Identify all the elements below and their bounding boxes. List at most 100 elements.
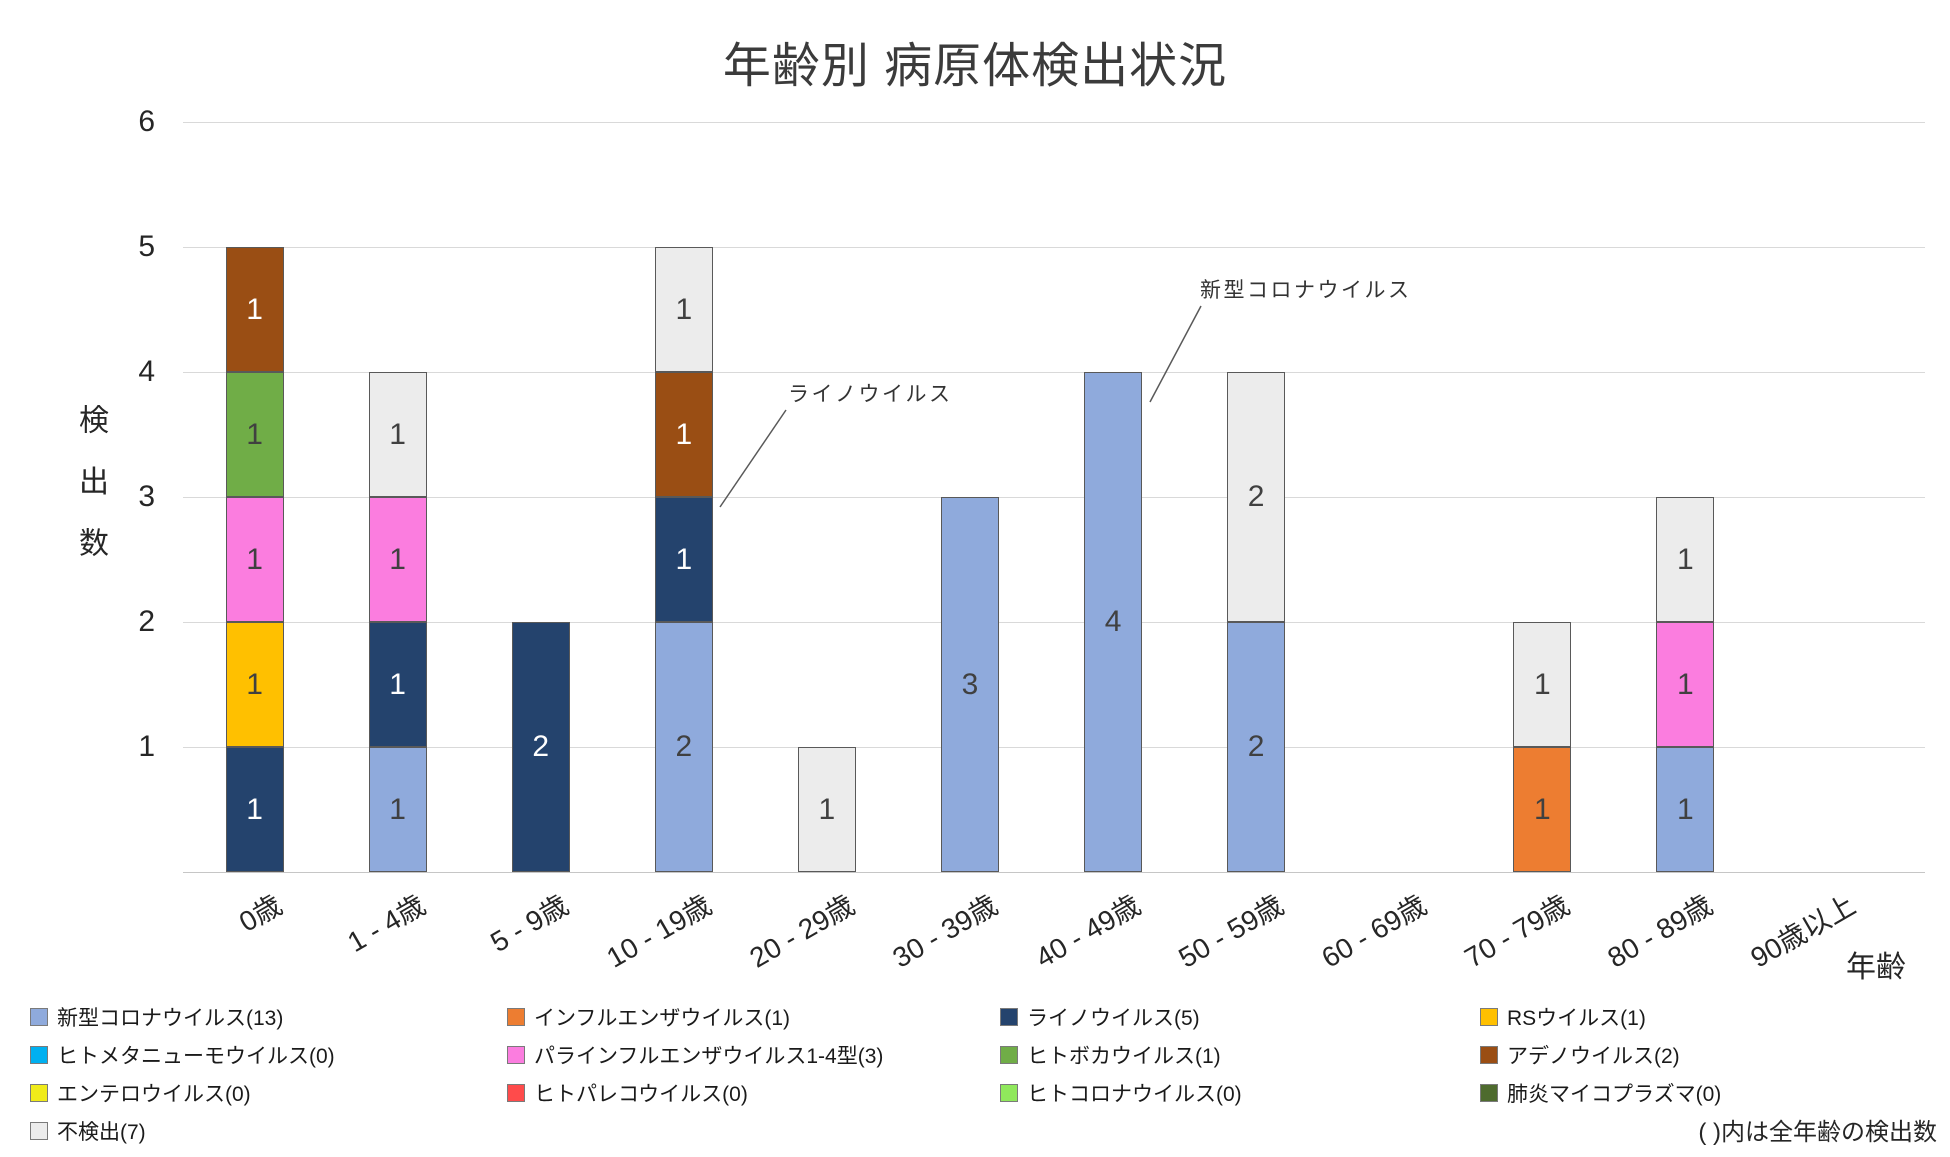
bar-segment-fukenshutsu: 1 [1513,622,1572,747]
y-axis-title: 検出数 [74,404,107,589]
bar-value-label: 1 [389,542,406,576]
x-category-label: 90歳以上 [1745,889,1861,974]
legend-swatch-shin-corona [30,1007,48,1026]
x-category-label: 60 - 69歳 [1316,889,1432,974]
bar-value-label: 1 [675,292,693,326]
legend-item-label: RSウイルス(1) [1507,1006,1646,1030]
bar-segment-parainfluenza: 1 [225,497,284,622]
legend-swatch-parecho [507,1083,525,1102]
bar-value-label: 2 [1247,730,1265,763]
x-axis-title: 年齢 [1846,951,1906,984]
bar-segment-rhino: 1 [225,747,284,872]
x-category-label: 80 - 89歳 [1602,889,1718,974]
gridline [183,622,1925,623]
legend-item-hmpv: ヒトメタニューモウイルス(0) [30,1042,335,1068]
bar-segment-adeno: 1 [654,372,713,497]
legend-column: 新型コロナウイルス(13) ヒトメタニューモウイルス(0) エンテロウイルス(0) 不… [30,1004,335,1144]
legend-item-fukenshutsu: 不検出(7) [30,1118,335,1144]
legend-item-label: ヒトコロナウイルス(0) [1027,1082,1242,1106]
bar-segment-shin-corona: 3 [940,497,999,872]
legend-item-hcov: ヒトコロナウイルス(0) [1000,1080,1242,1106]
legend-swatch-mycoplasma [1480,1083,1498,1102]
legend-item-label: パラインフルエンザウイルス1-4型(3) [534,1044,884,1068]
legend-swatch-hmpv [30,1045,48,1064]
legend-item-label: ヒトパレコウイルス(0) [534,1082,748,1106]
x-category-label: 1 - 4歳 [341,889,431,959]
x-category-label: 10 - 19歳 [601,889,717,974]
y-tick-label: 1 [138,730,155,763]
bar-segment-shin-corona: 2 [1227,622,1286,872]
bar-segment-boca: 1 [225,372,284,497]
bar-segment-fukenshutsu: 2 [1227,372,1286,622]
legend-item-label: 不検出(7) [57,1120,146,1144]
legend-column: RSウイルス(1) アデノウイルス(2) 肺炎マイコプラズマ(0) [1480,1004,1722,1106]
bar-value-label: 1 [675,417,693,451]
legend-item-label: エンテロウイルス(0) [57,1082,251,1106]
y-tick-label: 5 [138,230,155,263]
bar-segment-fukenshutsu: 1 [797,747,856,872]
x-category-label: 50 - 59歳 [1173,889,1289,974]
legend-item-rhino: ライノウイルス(5) [1000,1004,1242,1030]
bar-value-label: 1 [389,792,406,826]
legend-item-shin-corona: 新型コロナウイルス(13) [30,1004,335,1030]
bar-segment-rhino: 2 [511,622,570,872]
annotation-label: ライノウイルス [788,383,953,406]
legend-item-mycoplasma: 肺炎マイコプラズマ(0) [1480,1080,1722,1106]
bar-value-label: 1 [389,417,406,451]
bar-segment-fukenshutsu: 1 [1656,497,1715,622]
x-category-label: 5 - 9歳 [484,889,574,959]
legend-item-influenza: インフルエンザウイルス(1) [507,1004,883,1030]
annotation-leader-line [1149,305,1202,403]
legend-item-label: アデノウイルス(2) [1507,1044,1680,1068]
gridline [183,372,1925,373]
bar-value-label: 1 [1533,667,1551,701]
bar-segment-shin-corona: 2 [654,622,713,872]
bar-segment-parainfluenza: 1 [368,497,427,622]
legend-swatch-rhino [1000,1007,1018,1026]
legend-item-label: インフルエンザウイルス(1) [534,1006,791,1030]
x-category-label: 30 - 39歳 [887,889,1003,974]
chart-title: 年齢別 病原体検出状況 [722,40,1228,93]
legend-swatch-boca [1000,1045,1018,1064]
legend-item-entero: エンテロウイルス(0) [30,1080,335,1106]
bar-value-label: 1 [818,792,836,826]
x-category-label: 20 - 29歳 [744,889,860,974]
bar-value-label: 3 [961,667,979,701]
legend-item-label: 肺炎マイコプラズマ(0) [1507,1082,1722,1106]
x-category-label: 40 - 49歳 [1030,889,1146,974]
y-tick-label: 6 [138,105,155,138]
bar-value-label: 1 [246,542,263,576]
bar-segment-shin-corona: 1 [1656,747,1715,872]
bar-value-label: 1 [389,667,406,701]
footnote: ( )内は全年齢の検出数 [1698,1119,1937,1146]
bar-value-label: 4 [1104,605,1122,638]
legend-swatch-parainfluenza [507,1045,525,1064]
gridline [183,747,1925,748]
legend-item-adeno: アデノウイルス(2) [1480,1042,1721,1068]
bar-segment-rhino: 1 [654,497,713,622]
bar-segment-fukenshutsu: 1 [654,247,713,372]
legend-swatch-entero [30,1083,48,1102]
bar-segment-adeno: 1 [225,247,284,372]
x-category-label: 0歳 [233,889,288,938]
legend-swatch-adeno [1480,1045,1498,1064]
legend-swatch-influenza [507,1007,525,1026]
legend-item-label: ライノウイルス(5) [1027,1006,1200,1030]
legend-swatch-rs [1480,1007,1498,1026]
bar-value-label: 2 [675,730,693,763]
legend-column: インフルエンザウイルス(1) パラインフルエンザウイルス1-4型(3) ヒトパレコウ… [507,1004,884,1106]
legend-item-rs: RSウイルス(1) [1480,1004,1721,1030]
bar-segment-influenza: 1 [1513,747,1572,872]
legend-swatch-hcov [1000,1083,1018,1102]
x-category-label: 70 - 79歳 [1459,889,1575,974]
legend-item-parainfluenza: パラインフルエンザウイルス1-4型(3) [507,1042,884,1068]
bar-value-label: 1 [1677,667,1694,701]
bar-segment-parainfluenza: 1 [1656,622,1715,747]
legend-item-label: ヒトボカウイルス(1) [1027,1044,1221,1068]
bar-value-label: 2 [532,730,550,763]
bar-value-label: 1 [675,542,693,576]
bar-segment-rs: 1 [225,622,284,747]
bar-segment-fukenshutsu: 1 [368,372,427,497]
x-axis-line [183,872,1925,873]
